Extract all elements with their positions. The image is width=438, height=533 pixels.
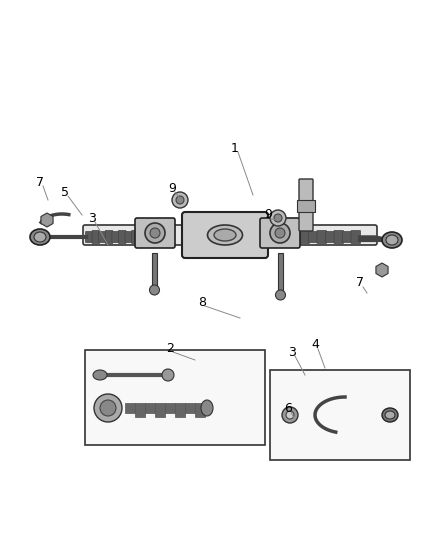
FancyBboxPatch shape: [112, 231, 120, 243]
FancyBboxPatch shape: [99, 231, 106, 243]
Circle shape: [100, 400, 116, 416]
FancyBboxPatch shape: [92, 230, 100, 244]
FancyBboxPatch shape: [308, 231, 318, 243]
FancyBboxPatch shape: [260, 218, 300, 248]
Circle shape: [270, 223, 290, 243]
Circle shape: [275, 228, 285, 238]
Bar: [155, 403, 165, 417]
Text: 2: 2: [166, 342, 174, 354]
Text: 9: 9: [168, 182, 176, 195]
FancyBboxPatch shape: [158, 230, 166, 244]
FancyBboxPatch shape: [105, 230, 113, 244]
Text: 7: 7: [356, 277, 364, 289]
Ellipse shape: [386, 235, 398, 245]
FancyBboxPatch shape: [131, 230, 139, 244]
Ellipse shape: [30, 229, 50, 245]
Circle shape: [172, 192, 188, 208]
Bar: [297, 200, 315, 212]
FancyBboxPatch shape: [125, 231, 133, 243]
Circle shape: [162, 369, 174, 381]
Circle shape: [150, 228, 160, 238]
Bar: [135, 403, 145, 417]
FancyBboxPatch shape: [145, 230, 152, 244]
Text: 7: 7: [36, 175, 44, 189]
Text: 1: 1: [231, 141, 239, 155]
Text: 8: 8: [198, 295, 206, 309]
Circle shape: [94, 394, 122, 422]
Text: 9: 9: [264, 208, 272, 222]
Circle shape: [270, 210, 286, 226]
FancyBboxPatch shape: [292, 231, 301, 243]
FancyBboxPatch shape: [135, 218, 175, 248]
Circle shape: [286, 411, 294, 419]
FancyBboxPatch shape: [138, 231, 146, 243]
FancyBboxPatch shape: [83, 225, 377, 245]
Ellipse shape: [382, 408, 398, 422]
FancyBboxPatch shape: [152, 231, 159, 243]
Circle shape: [145, 223, 165, 243]
Text: 5: 5: [61, 185, 69, 198]
Ellipse shape: [382, 232, 402, 248]
FancyBboxPatch shape: [317, 230, 326, 244]
Ellipse shape: [34, 232, 46, 242]
FancyBboxPatch shape: [351, 230, 360, 244]
Bar: [145, 403, 155, 413]
Text: 4: 4: [311, 338, 319, 351]
Bar: [165, 403, 175, 413]
Circle shape: [276, 290, 286, 300]
Ellipse shape: [93, 370, 107, 380]
Bar: [278, 253, 283, 293]
Ellipse shape: [208, 225, 243, 245]
FancyBboxPatch shape: [299, 179, 313, 231]
Circle shape: [149, 285, 159, 295]
FancyBboxPatch shape: [182, 212, 268, 258]
Text: 3: 3: [288, 345, 296, 359]
FancyBboxPatch shape: [85, 231, 93, 243]
FancyBboxPatch shape: [343, 231, 352, 243]
Text: 6: 6: [284, 401, 292, 415]
Bar: [175, 403, 185, 417]
Circle shape: [176, 196, 184, 204]
FancyBboxPatch shape: [325, 231, 335, 243]
FancyBboxPatch shape: [334, 230, 343, 244]
Bar: [152, 253, 157, 288]
Ellipse shape: [214, 229, 236, 241]
FancyBboxPatch shape: [283, 230, 293, 244]
Bar: [125, 403, 135, 413]
Circle shape: [282, 407, 298, 423]
Bar: [85, 350, 265, 445]
FancyBboxPatch shape: [275, 231, 284, 243]
Text: 3: 3: [88, 212, 96, 224]
Circle shape: [274, 214, 282, 222]
FancyBboxPatch shape: [300, 230, 310, 244]
Ellipse shape: [385, 411, 395, 419]
Ellipse shape: [201, 400, 213, 416]
Bar: [185, 403, 195, 413]
Bar: [270, 370, 410, 460]
Bar: [195, 403, 205, 417]
FancyBboxPatch shape: [118, 230, 126, 244]
